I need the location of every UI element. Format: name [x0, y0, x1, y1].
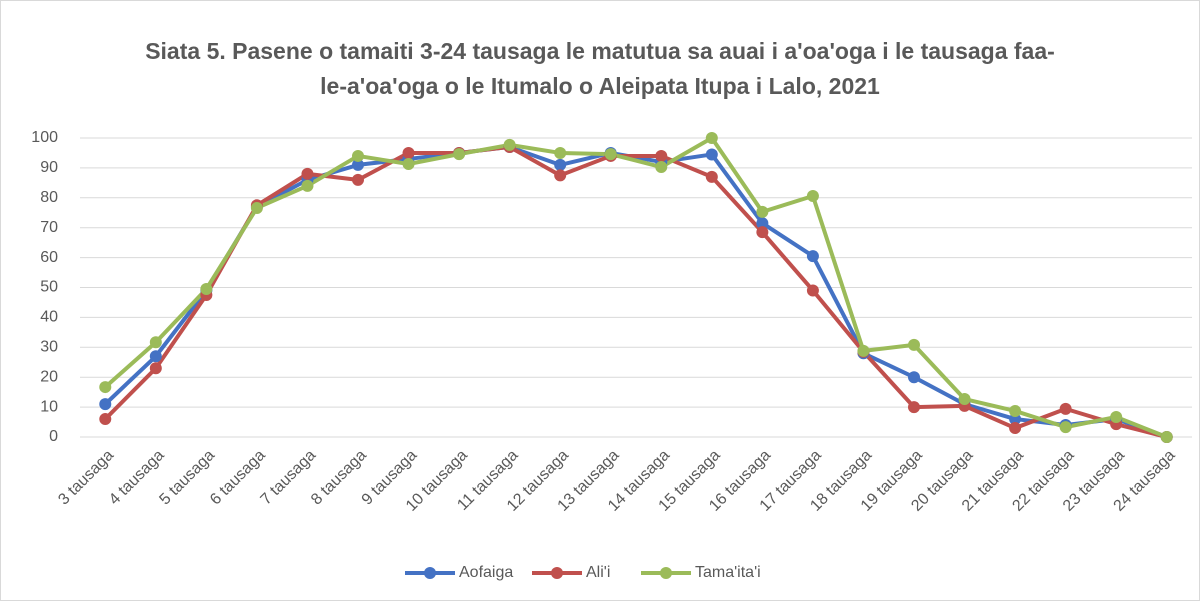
point [352, 158, 364, 171]
point [1009, 422, 1022, 435]
legend-label: Aofaiga [459, 564, 513, 581]
point [554, 158, 567, 171]
y-tick-label: 100 [31, 129, 58, 146]
point [857, 344, 870, 357]
point [705, 132, 718, 144]
point [756, 205, 769, 218]
point [1110, 410, 1123, 423]
point [352, 173, 364, 186]
point [806, 250, 819, 263]
point [554, 146, 567, 159]
point [806, 284, 819, 297]
point [250, 201, 263, 214]
point [99, 413, 112, 426]
y-tick-label: 40 [40, 309, 58, 326]
point [756, 217, 769, 230]
point [655, 161, 668, 174]
legend-marker [660, 567, 672, 579]
point [1160, 431, 1173, 443]
point [200, 282, 213, 295]
y-tick-label: 50 [40, 279, 58, 296]
point [756, 226, 769, 239]
point [352, 149, 364, 162]
point [705, 148, 718, 161]
point [301, 167, 314, 180]
y-tick-label: 70 [40, 219, 58, 236]
chart-title: Siata 5. Pasene o tamaiti 3-24 tausaga l… [145, 38, 1055, 99]
point [908, 371, 920, 384]
point [806, 190, 819, 203]
y-tick-label: 90 [40, 159, 58, 176]
point [149, 350, 162, 363]
point [453, 148, 466, 161]
legend-marker [551, 567, 563, 579]
point [402, 158, 415, 171]
point [655, 149, 668, 162]
point [99, 381, 112, 394]
point [1059, 402, 1072, 415]
point [1059, 421, 1072, 434]
y-tick-label: 80 [40, 189, 58, 206]
legend-label: Ali'i [586, 564, 610, 581]
point [908, 401, 920, 414]
y-tick-label: 30 [40, 339, 58, 356]
series-line [103, 144, 1168, 439]
point [149, 336, 162, 349]
y-tick-label: 60 [40, 249, 58, 266]
point [149, 362, 162, 375]
y-tick-label: 20 [40, 368, 58, 385]
series-line [103, 136, 1168, 439]
y-tick-label: 0 [49, 428, 58, 445]
point [301, 179, 314, 192]
point [99, 398, 112, 411]
point [908, 338, 920, 351]
point [503, 138, 516, 151]
point [958, 393, 971, 406]
point [604, 148, 617, 161]
legend-label: Tama'ita'i [695, 564, 761, 581]
point [554, 169, 567, 182]
point [402, 146, 415, 159]
legend-marker [424, 567, 436, 579]
y-tick-label: 10 [40, 398, 58, 415]
point [705, 170, 718, 183]
point [1009, 404, 1022, 417]
